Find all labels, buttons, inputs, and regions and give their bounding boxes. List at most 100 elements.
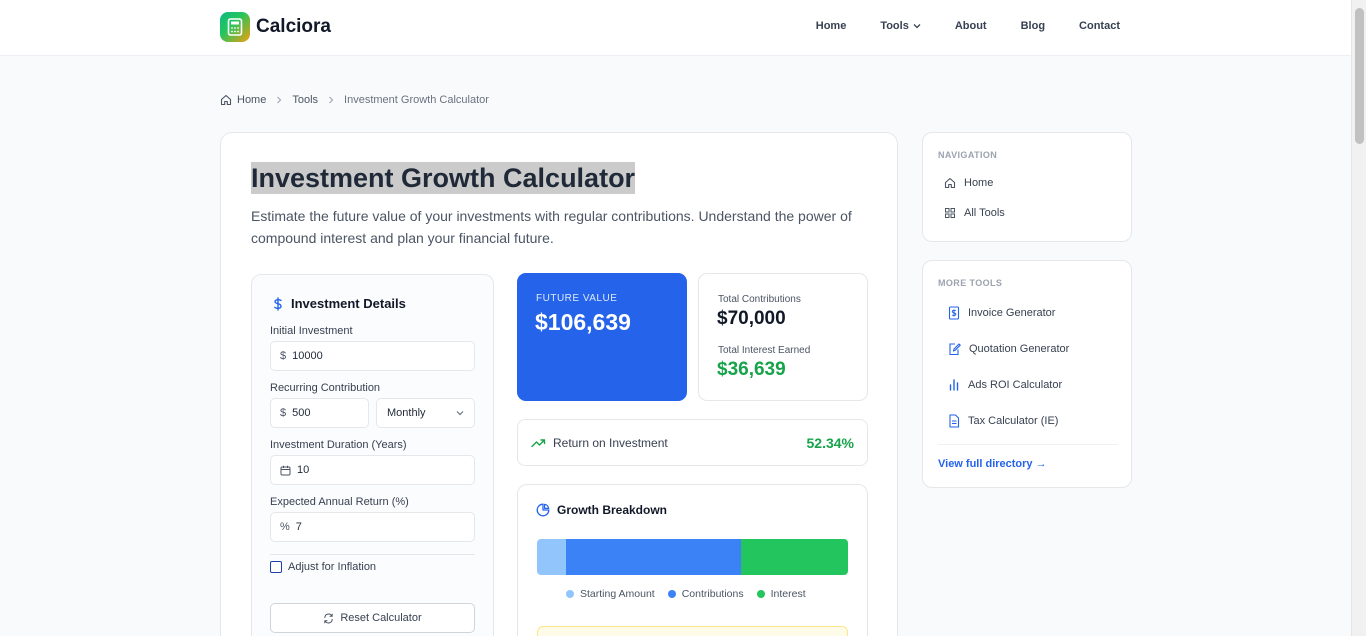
frequency-select[interactable]: Monthly [376, 398, 475, 428]
dollar-prefix: $ [280, 350, 287, 362]
calendar-icon [280, 465, 291, 476]
app-name: Calciora [256, 16, 331, 37]
inflation-note [537, 626, 848, 636]
roi-value: 52.34% [806, 434, 854, 451]
total-contributions-label: Total Contributions [718, 294, 801, 305]
logo[interactable]: Calciora [220, 12, 331, 42]
view-full-directory-link[interactable]: View full directory → [938, 458, 1047, 470]
sidebar-tool-label: Ads ROI Calculator [968, 378, 1063, 391]
chevron-right-icon [276, 96, 282, 104]
chevron-down-icon [456, 411, 464, 416]
bar-chart-icon [949, 379, 959, 391]
calculator-card: Investment Growth Calculator Estimate th… [220, 132, 898, 636]
total-interest-value: $36,639 [717, 359, 786, 380]
duration-label: Investment Duration (Years) [270, 439, 407, 451]
edit-document-icon [949, 343, 961, 356]
breadcrumb-home[interactable]: Home [220, 94, 266, 106]
breadcrumb: Home Tools Investment Growth Calculator [220, 94, 489, 106]
nav-home[interactable]: Home [815, 20, 847, 32]
recurring-contribution-label: Recurring Contribution [270, 382, 381, 394]
details-title-label: Investment Details [291, 296, 406, 311]
sidebar-navigation-card: NAVIGATION Home All Tools [922, 132, 1132, 242]
frequency-value: Monthly [387, 407, 426, 419]
sidebar-more-tools-card: MORE TOOLS Invoice Generator Quotation G… [922, 260, 1132, 488]
bar-segment-interest [741, 539, 848, 575]
trending-up-icon [531, 438, 546, 447]
growth-stacked-bar [537, 539, 848, 575]
sidebar-tool-invoice-generator[interactable]: Invoice Generator [948, 306, 1055, 320]
nav-blog[interactable]: Blog [1020, 20, 1046, 32]
more-tools-heading: MORE TOOLS [938, 278, 1003, 288]
scrollbar-thumb[interactable] [1355, 8, 1364, 144]
page-scrollbar[interactable] [1351, 0, 1366, 636]
investment-details-panel: Investment Details Initial Investment $ … [251, 274, 494, 636]
legend-item-contributions: Contributions [667, 588, 744, 600]
chevron-right-icon [328, 96, 334, 104]
legend-item-starting-amount: Starting Amount [566, 588, 655, 600]
sidebar-tool-label: Quotation Generator [969, 343, 1070, 355]
invoice-icon [948, 306, 960, 320]
growth-legend: Starting Amount Contributions Interest [566, 588, 819, 600]
future-value-label: FUTURE VALUE [536, 293, 618, 304]
bar-segment-starting-amount [537, 539, 567, 575]
annual-return-value: 7 [295, 521, 302, 533]
legend-label: Contributions [681, 588, 744, 600]
annual-return-input[interactable]: % 7 [270, 512, 475, 542]
growth-breakdown-card: Growth Breakdown Starting Amount Contrib… [517, 484, 868, 636]
total-contributions-value: $70,000 [717, 308, 786, 329]
document-icon [949, 414, 960, 428]
page-title: Investment Growth Calculator [251, 162, 636, 194]
sidebar-item-label: Home [964, 177, 994, 189]
refresh-icon [324, 613, 333, 623]
roi-label: Return on Investment [553, 435, 668, 450]
duration-input[interactable]: 10 [270, 455, 475, 485]
inflation-label: Adjust for Inflation [288, 561, 377, 573]
calculator-logo-icon [220, 12, 250, 42]
sidebar-tool-tax-calculator[interactable]: Tax Calculator (IE) [948, 414, 1058, 428]
future-value-card: FUTURE VALUE $106,639 [517, 273, 687, 401]
reset-calculator-button[interactable]: Reset Calculator [270, 603, 475, 633]
breadcrumb-tools[interactable]: Tools [292, 94, 319, 106]
sidebar-tool-label: Invoice Generator [968, 307, 1056, 319]
divider [938, 444, 1118, 445]
breadcrumb-current: Investment Growth Calculator [344, 94, 489, 106]
home-icon [944, 177, 956, 189]
roi-label-group: Return on Investment [531, 436, 668, 450]
recurring-contribution-input[interactable]: $ 500 [270, 398, 369, 428]
dollar-prefix: $ [280, 407, 287, 419]
total-interest-label: Total Interest Earned [718, 345, 811, 356]
top-header: Calciora Home Tools About Blog Contact [0, 0, 1351, 56]
percent-prefix: % [280, 521, 290, 533]
growth-title: Growth Breakdown [536, 503, 667, 517]
chevron-down-icon [913, 24, 921, 29]
page-description: Estimate the future value of your invest… [251, 208, 852, 246]
annual-return-label: Expected Annual Return (%) [270, 496, 409, 508]
legend-item-interest: Interest [756, 588, 806, 600]
nav-about[interactable]: About [954, 20, 987, 32]
initial-investment-value: 10000 [292, 350, 323, 362]
initial-investment-input[interactable]: $ 10000 [270, 341, 475, 371]
nav-tools[interactable]: Tools [880, 20, 921, 32]
reset-label: Reset Calculator [340, 612, 422, 624]
dollar-icon [274, 296, 282, 311]
grid-icon [945, 208, 955, 218]
sidebar-tool-quotation-generator[interactable]: Quotation Generator [948, 342, 1069, 356]
legend-label: Interest [770, 588, 806, 600]
breadcrumb-home-label: Home [237, 94, 267, 106]
sidebar-tool-ads-roi-calculator[interactable]: Ads ROI Calculator [948, 378, 1062, 391]
legend-dot [667, 590, 676, 598]
legend-dot [756, 590, 765, 598]
sidebar-item-all-tools[interactable]: All Tools [944, 207, 1005, 219]
sidebar-item-label: All Tools [964, 207, 1005, 219]
initial-investment-label: Initial Investment [270, 325, 353, 337]
duration-value: 10 [297, 464, 310, 476]
nav-tools-label: Tools [880, 20, 909, 32]
nav-contact[interactable]: Contact [1079, 20, 1120, 32]
inflation-checkbox[interactable] [270, 561, 282, 573]
inflation-toggle[interactable]: Adjust for Inflation [270, 561, 376, 573]
navigation-heading: NAVIGATION [938, 150, 998, 160]
roi-card: Return on Investment 52.34% [517, 419, 868, 466]
legend-label: Starting Amount [580, 588, 655, 600]
sidebar-item-home[interactable]: Home [944, 177, 993, 189]
future-value: $106,639 [535, 309, 631, 335]
